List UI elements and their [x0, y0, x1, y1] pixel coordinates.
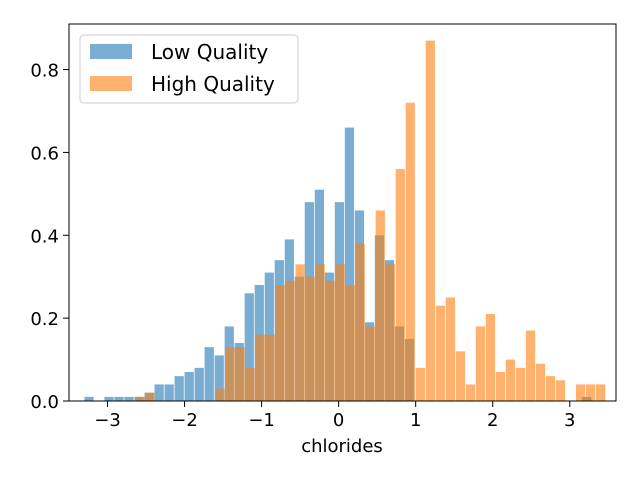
bar-high-15 [345, 285, 355, 401]
bar-high-29 [485, 314, 496, 401]
bar-high-5 [245, 367, 255, 401]
y-tick-label: 0.4 [30, 226, 59, 247]
bar-high-38 [585, 384, 596, 401]
bar-high-39 [595, 384, 606, 401]
bar-low-2 [114, 396, 124, 401]
bar-low-11 [204, 347, 214, 401]
bar-low-15 [244, 293, 254, 401]
y-tick-label: 0.2 [30, 309, 59, 330]
x-tick-label: 3 [564, 410, 575, 431]
bar-high-6 [255, 334, 265, 401]
bar-high-10 [295, 264, 305, 401]
bar-high-23 [425, 40, 435, 401]
x-tick-label: 2 [487, 410, 498, 431]
x-tick-label: −1 [248, 410, 275, 431]
bar-high-9 [285, 280, 295, 401]
x-tick-label: −2 [171, 410, 198, 431]
bar-high-19 [385, 264, 395, 401]
bar-high-35 [545, 376, 556, 401]
x-tick-label: 0 [333, 410, 344, 431]
bar-low-12 [214, 355, 224, 401]
bar-high-1 [145, 392, 155, 401]
x-axis: −3 −2 −1 0 1 2 3 [94, 401, 576, 431]
legend-swatch-low-quality [90, 44, 132, 59]
x-axis-label: chlorides [301, 436, 383, 457]
legend: Low Quality High Quality [79, 34, 299, 104]
bar-high-8 [275, 285, 285, 401]
bar-high-11 [305, 276, 315, 401]
bar-high-14 [335, 264, 345, 401]
bar-low-3 [124, 396, 134, 401]
bar-high-30 [495, 372, 506, 401]
y-axis: 0.0 0.2 0.4 0.6 0.8 [30, 61, 69, 413]
bar-low-10 [194, 367, 204, 401]
bar-high-33 [525, 330, 536, 401]
bar-high-7 [265, 334, 275, 401]
bar-low-6 [154, 384, 164, 401]
legend-swatch-high-quality [90, 76, 132, 91]
bar-high-32 [515, 367, 526, 401]
bar-low-0 [84, 396, 94, 401]
series-high-quality [135, 40, 606, 402]
bar-high-4 [235, 347, 245, 401]
bar-high-21 [405, 102, 415, 402]
bar-high-13 [325, 280, 335, 401]
legend-label-low-quality: Low Quality [151, 40, 268, 64]
y-tick-label: 0.8 [30, 61, 59, 82]
bar-high-3 [225, 347, 235, 401]
bars-layer [84, 40, 606, 402]
bar-low-8 [174, 376, 184, 401]
bar-high-22 [415, 367, 425, 401]
bar-high-37 [575, 384, 586, 401]
bar-high-2 [215, 388, 225, 401]
bar-high-28 [475, 326, 486, 401]
bar-high-27 [465, 384, 476, 401]
plot-frame [68, 23, 617, 402]
legend-label-high-quality: High Quality [151, 72, 275, 96]
bar-low-7 [164, 384, 174, 401]
x-tick-label: −3 [94, 410, 121, 431]
bar-high-24 [435, 305, 445, 401]
bar-high-34 [535, 363, 546, 401]
bar-high-36 [555, 380, 566, 401]
bar-high-31 [505, 359, 516, 401]
bar-high-17 [365, 326, 375, 401]
bar-high-26 [455, 351, 465, 401]
x-tick-label: 1 [410, 410, 421, 431]
bar-high-20 [395, 169, 405, 401]
bar-high-16 [355, 243, 365, 401]
legend-box [79, 34, 299, 104]
bar-low-25 [344, 127, 355, 401]
bar-high-0 [135, 396, 145, 401]
bar-high-18 [375, 210, 385, 401]
bar-high-25 [445, 297, 455, 401]
bar-low-9 [184, 372, 194, 401]
bar-low-1 [104, 396, 114, 401]
y-tick-label: 0.6 [30, 143, 59, 164]
y-tick-label: 0.0 [30, 392, 59, 413]
bar-high-12 [315, 264, 325, 401]
